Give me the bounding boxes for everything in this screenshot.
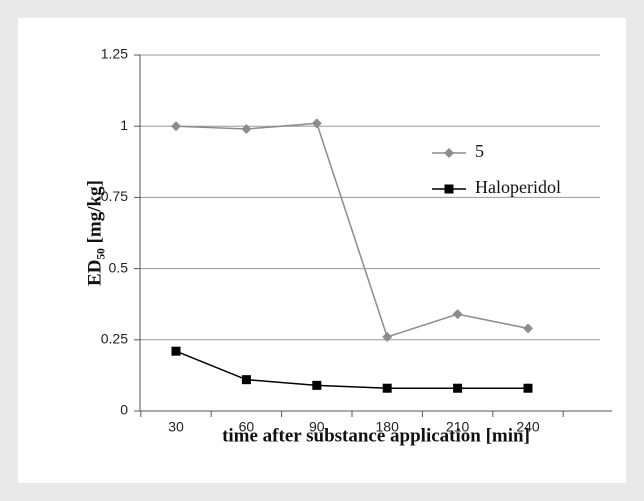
x-axis-title: time after substance application [min] bbox=[222, 425, 530, 446]
x-tick-label: 30 bbox=[168, 419, 184, 435]
point bbox=[241, 124, 252, 135]
point bbox=[452, 309, 463, 320]
x-tick-label: 90 bbox=[309, 419, 325, 435]
point bbox=[382, 383, 392, 393]
point bbox=[523, 383, 533, 393]
y-axis-title: ED₅₀ [mg/kg] bbox=[84, 180, 105, 286]
point bbox=[312, 380, 322, 390]
point bbox=[171, 121, 181, 132]
series-line bbox=[175, 122, 529, 338]
point bbox=[171, 346, 181, 356]
point bbox=[311, 118, 322, 129]
x-tick-label: 60 bbox=[239, 419, 255, 435]
legend-label: 5 bbox=[475, 141, 484, 161]
y-tick-label: 0.75 bbox=[101, 188, 128, 204]
point bbox=[444, 148, 454, 158]
point bbox=[241, 375, 251, 385]
point bbox=[453, 383, 463, 393]
y-tick-label: 0 bbox=[120, 402, 128, 418]
point bbox=[444, 184, 454, 194]
x-tick-label: 180 bbox=[376, 419, 400, 435]
x-tick-label: 210 bbox=[446, 419, 470, 435]
y-tick-label: 1.25 bbox=[101, 46, 128, 62]
point bbox=[523, 323, 533, 334]
y-tick-label: 1 bbox=[120, 117, 128, 133]
panel bbox=[18, 18, 626, 483]
y-tick-label: 0.5 bbox=[109, 259, 129, 275]
series-line bbox=[175, 350, 528, 389]
legend-label: Haloperidol bbox=[475, 177, 561, 197]
y-tick-label: 0.25 bbox=[101, 331, 128, 347]
point bbox=[382, 331, 393, 342]
x-tick-label: 240 bbox=[516, 419, 540, 435]
